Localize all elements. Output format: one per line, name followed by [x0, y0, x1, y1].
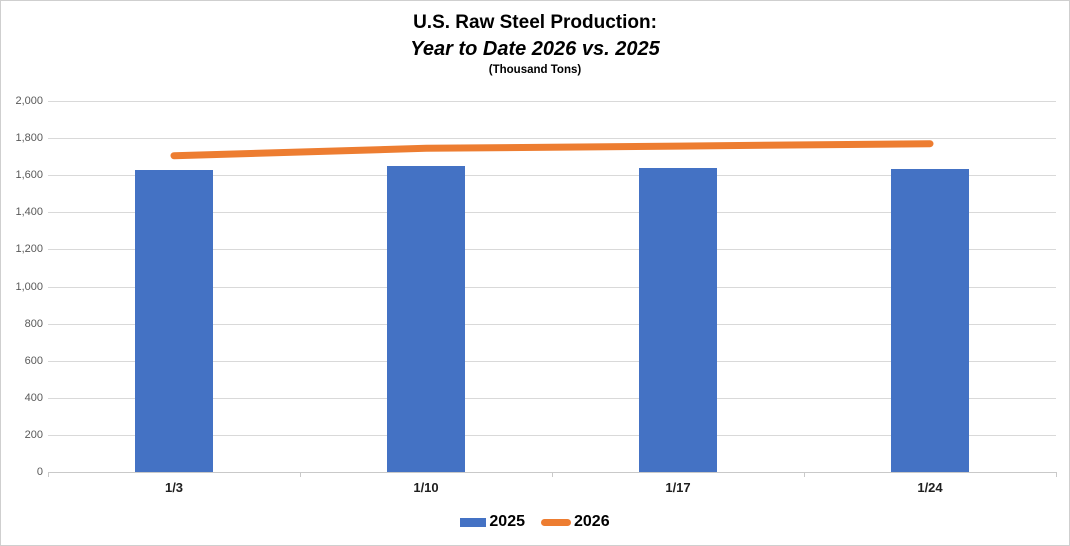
gridline — [48, 212, 1056, 214]
y-axis-label: 0 — [36, 466, 43, 478]
gridline — [48, 323, 1056, 325]
legend-item-2026: 2026 — [541, 513, 610, 531]
x-axis-label-1/3: 1/3 — [164, 480, 184, 495]
chart-subtitle: Year to Date 2026 vs. 2025 — [410, 37, 660, 60]
legend-label-2025: 2025 — [489, 513, 525, 530]
legend: 2025 2026 — [1, 513, 1069, 531]
bar-2025-1/17 — [639, 167, 717, 472]
y-axis-label: 600 — [24, 354, 43, 367]
bar-2025-1/10 — [387, 165, 465, 472]
y-axis-label: 1,200 — [15, 243, 43, 256]
y-axis-label: 1,000 — [15, 280, 43, 293]
x-axis-tick — [300, 472, 301, 477]
y-axis-label: 400 — [24, 391, 43, 404]
x-axis-tick — [1056, 472, 1057, 477]
y-axis-label: 200 — [24, 428, 43, 441]
y-axis-label: 1,600 — [15, 169, 43, 182]
gridline — [48, 286, 1056, 288]
gridline — [48, 397, 1056, 399]
gridline — [48, 138, 1056, 140]
line-series-2026 — [170, 140, 934, 160]
legend-item-2025: 2025 — [460, 513, 525, 531]
x-axis-tick — [552, 472, 553, 477]
plot-area — [48, 101, 1057, 477]
y-axis-label: 1,800 — [15, 132, 43, 145]
x-axis-label-1/10: 1/10 — [413, 480, 439, 495]
x-axis-tick — [804, 472, 805, 477]
x-axis-label-1/24: 1/24 — [917, 480, 943, 495]
bar-2025-1/3 — [135, 169, 213, 472]
chart-header: U.S. Raw Steel Production: Year to Date … — [1, 10, 1069, 78]
gridline — [48, 101, 1056, 102]
x-axis-tick — [48, 472, 49, 477]
chart-units-label: (Thousand Tons) — [488, 63, 582, 76]
gridline — [48, 360, 1056, 362]
legend-line-swatch-icon — [541, 518, 571, 526]
gridline — [48, 434, 1056, 436]
bar-2025-1/24 — [891, 168, 969, 472]
chart-title: U.S. Raw Steel Production: — [413, 12, 657, 33]
legend-bar-swatch-icon — [460, 517, 487, 527]
gridline — [48, 175, 1056, 177]
y-axis-label: 800 — [24, 317, 43, 330]
y-axis-label: 1,400 — [15, 206, 43, 219]
gridline — [48, 249, 1056, 251]
x-axis-label-1/17: 1/17 — [665, 480, 691, 495]
legend-label-2026: 2026 — [574, 513, 610, 530]
line-2026 — [170, 140, 934, 160]
y-axis-label: 2,000 — [15, 95, 43, 107]
